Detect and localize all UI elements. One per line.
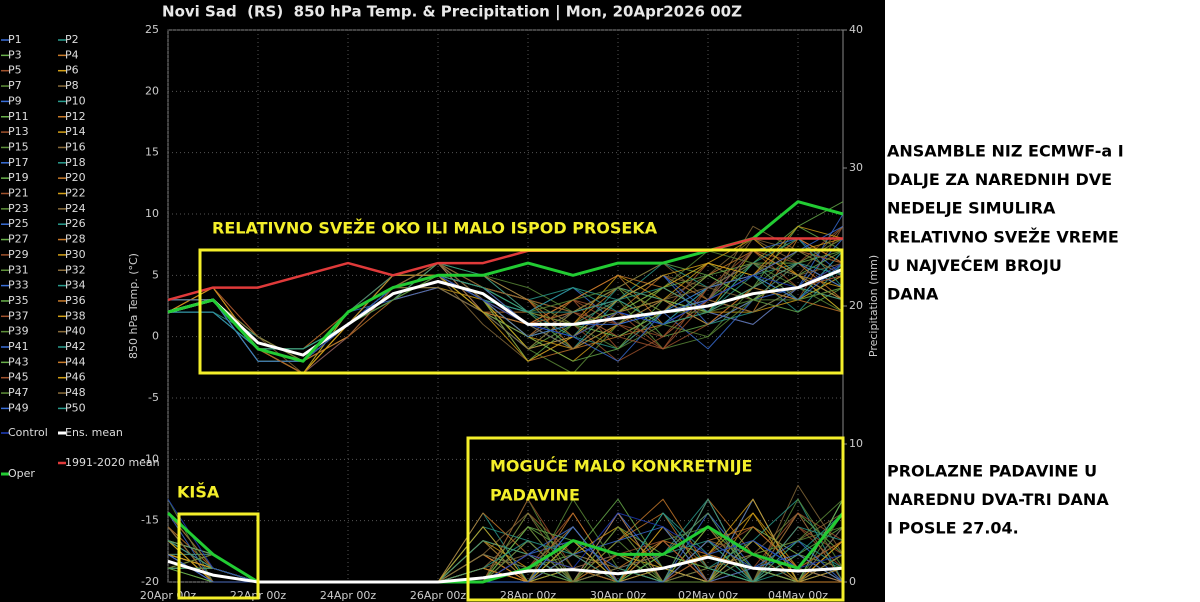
legend-label: P9 xyxy=(8,94,22,107)
legend-label: P38 xyxy=(65,309,86,322)
legend-label: P50 xyxy=(65,401,86,414)
legend-label: P4 xyxy=(65,48,79,61)
note-text: U NAJVEĆEM BROJU xyxy=(887,256,1062,275)
legend-label: P5 xyxy=(8,64,22,77)
annotation-text: MOGUĆE MALO KONKRETNIJE xyxy=(490,457,752,476)
annotation-text: RELATIVNO SVEŽE OKO ILI MALO ISPOD PROSE… xyxy=(212,219,658,238)
legend-label: P21 xyxy=(8,187,29,200)
legend-label: P36 xyxy=(65,294,86,307)
y-axis-label: 850 hPa Temp. (°C) xyxy=(127,253,140,359)
legend-label: P6 xyxy=(65,64,79,77)
legend-label: 1991-2020 mean xyxy=(65,456,160,469)
legend-label: P12 xyxy=(65,110,86,123)
temp-line xyxy=(167,267,844,357)
legend-label: P7 xyxy=(8,79,22,92)
legend-label: P42 xyxy=(65,340,86,353)
legend-label: P3 xyxy=(8,48,22,61)
legend-label: P16 xyxy=(65,140,86,153)
legend-label: P43 xyxy=(8,355,29,368)
legend-label: P8 xyxy=(65,79,79,92)
annotation-box xyxy=(466,436,845,602)
legend-label: P29 xyxy=(8,248,29,261)
legend-label: P24 xyxy=(65,202,86,215)
y-tick-label: 20 xyxy=(145,84,159,97)
y-tick-label: 25 xyxy=(145,23,159,36)
legend-label: P1 xyxy=(8,33,22,46)
legend-label: P18 xyxy=(65,156,86,169)
legend-label: P32 xyxy=(65,263,86,276)
x-tick-label: 20Apr 00z xyxy=(140,589,197,602)
legend-label: P27 xyxy=(8,233,29,246)
annotation-box xyxy=(177,512,260,600)
y-tick-label: -10 xyxy=(141,452,159,465)
legend-label: P25 xyxy=(8,217,29,230)
note-text: NAREDNU DVA-TRI DANA xyxy=(887,490,1109,509)
legend-label: Ens. mean xyxy=(65,426,123,439)
annotation-text: KIŠA xyxy=(177,483,220,502)
precip-line xyxy=(167,555,844,584)
y-tick-label: -20 xyxy=(141,575,159,588)
legend-label: P37 xyxy=(8,309,29,322)
legend-label: P40 xyxy=(65,325,86,338)
chart-background xyxy=(0,0,885,602)
legend-label: P26 xyxy=(65,217,86,230)
legend-label: P47 xyxy=(8,386,29,399)
legend-label: P17 xyxy=(8,156,29,169)
y2-tick-label: 20 xyxy=(849,299,863,312)
y2-tick-label: 40 xyxy=(849,23,863,36)
legend-label: P49 xyxy=(8,401,29,414)
legend-label: P15 xyxy=(8,140,29,153)
legend-label: P28 xyxy=(65,233,86,246)
legend-label: P20 xyxy=(65,171,86,184)
legend-label: P34 xyxy=(65,279,86,292)
legend-label: P33 xyxy=(8,279,29,292)
y2-tick-label: 30 xyxy=(849,161,863,174)
note-text: DALJE ZA NAREDNIH DVE xyxy=(887,170,1112,189)
legend-label: P14 xyxy=(65,125,86,138)
legend-label: P30 xyxy=(65,248,86,261)
note-text: DANA xyxy=(887,285,939,304)
legend-label: P44 xyxy=(65,355,86,368)
legend-label: P41 xyxy=(8,340,29,353)
note-text: RELATIVNO SVEŽE VREME xyxy=(887,227,1119,246)
temp-line xyxy=(167,237,843,302)
note-text: I POSLE 27.04. xyxy=(887,519,1019,538)
legend-label: P48 xyxy=(65,386,86,399)
legend-label: P45 xyxy=(8,371,29,384)
note-text: NEDELJE SIMULIRA xyxy=(887,199,1056,218)
legend-label: P35 xyxy=(8,294,29,307)
y-tick-label: -5 xyxy=(148,391,159,404)
y-tick-label: 5 xyxy=(152,268,159,281)
x-tick-label: 24Apr 00z xyxy=(320,589,377,602)
legend-label: P13 xyxy=(8,125,29,138)
legend-label: P39 xyxy=(8,325,29,338)
legend-label: P46 xyxy=(65,371,86,384)
chart-title: Novi Sad (RS) 850 hPa Temp. & Precipitat… xyxy=(162,3,742,22)
y2-tick-label: 10 xyxy=(849,437,863,450)
y2-axis-label: Precipitation (mm) xyxy=(867,255,880,357)
legend-label: Oper xyxy=(8,467,35,480)
annotation-box xyxy=(198,248,844,375)
legend-label: Control xyxy=(8,426,48,439)
y-tick-label: 10 xyxy=(145,207,159,220)
annotation-text: PADAVINE xyxy=(490,486,580,505)
legend-label: P10 xyxy=(65,94,86,107)
y-tick-label: -15 xyxy=(141,514,159,527)
x-tick-label: 26Apr 00z xyxy=(410,589,467,602)
y-tick-label: 15 xyxy=(145,146,159,159)
y2-tick-label: 0 xyxy=(849,575,856,588)
legend-label: P31 xyxy=(8,263,29,276)
y-tick-label: 0 xyxy=(152,330,159,343)
note-text: PROLAZNE PADAVINE U xyxy=(887,462,1097,481)
legend-label: P11 xyxy=(8,110,29,123)
legend-label: P19 xyxy=(8,171,29,184)
legend-label: P22 xyxy=(65,187,86,200)
legend-label: P2 xyxy=(65,33,79,46)
legend-label: P23 xyxy=(8,202,29,215)
note-text: ANSAMBLE NIZ ECMWF-a I xyxy=(887,142,1124,161)
